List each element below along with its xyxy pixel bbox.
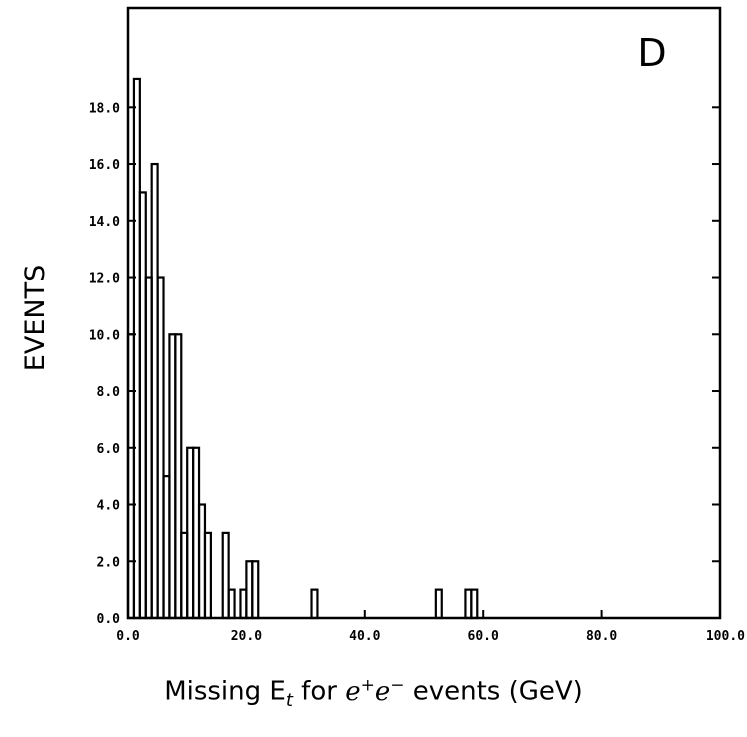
y-tick-label-6: 12.0 <box>89 272 120 287</box>
histogram-bin-17 <box>227 588 236 620</box>
histogram-bars <box>126 77 479 620</box>
x-axis-label-tail: events (GeV) <box>404 676 583 707</box>
y-tick-label-3: 6.0 <box>97 442 121 457</box>
x-tick-label-5: 100.0 <box>706 629 745 644</box>
y-tick-label-0: 0.0 <box>97 612 121 627</box>
histogram-bin-25 <box>470 588 479 620</box>
y-tick-label-5: 10.0 <box>89 328 120 343</box>
y-axis-ticks: 0.0 2.0 4.0 6.0 8.0 10.0 12.0 14.0 16.0 18.0 <box>89 101 720 627</box>
x-tick-label-3: 60.0 <box>468 629 499 644</box>
x-axis-ticks: 0.0 20.0 40.0 60.0 80.0 100.0 <box>116 610 745 644</box>
histogram-bin-23 <box>434 588 443 620</box>
x-axis-label: Missing Et for e+e− events (GeV) <box>0 675 747 711</box>
histogram-bin-22 <box>310 588 319 620</box>
x-tick-label-0: 0.0 <box>116 629 140 644</box>
y-tick-label-4: 8.0 <box>97 385 121 400</box>
histogram-bin-16 <box>221 531 230 620</box>
y-tick-label-1: 2.0 <box>97 555 121 570</box>
x-tick-label-4: 80.0 <box>586 629 617 644</box>
y-tick-label-9: 18.0 <box>89 101 120 116</box>
y-tick-label-7: 14.0 <box>89 215 120 230</box>
x-tick-label-2: 40.0 <box>349 629 380 644</box>
panel-label: D <box>637 31 666 75</box>
x-axis-label-math: e+e− <box>345 675 405 707</box>
histogram-bin-8 <box>174 333 183 620</box>
x-axis-label-sub: t <box>285 689 293 711</box>
y-tick-label-2: 4.0 <box>97 499 121 514</box>
histogram-bin-5 <box>156 276 165 620</box>
y-axis-label: EVENTS <box>20 265 51 371</box>
x-axis-label-mid: for <box>292 676 346 707</box>
x-tick-label-1: 20.0 <box>231 629 262 644</box>
x-axis-label-main: Missing E <box>164 676 286 707</box>
plot-frame <box>126 6 722 620</box>
histogram-bin-21 <box>251 560 260 620</box>
y-tick-label-8: 16.0 <box>89 158 120 173</box>
histogram-bin-13 <box>203 531 212 620</box>
